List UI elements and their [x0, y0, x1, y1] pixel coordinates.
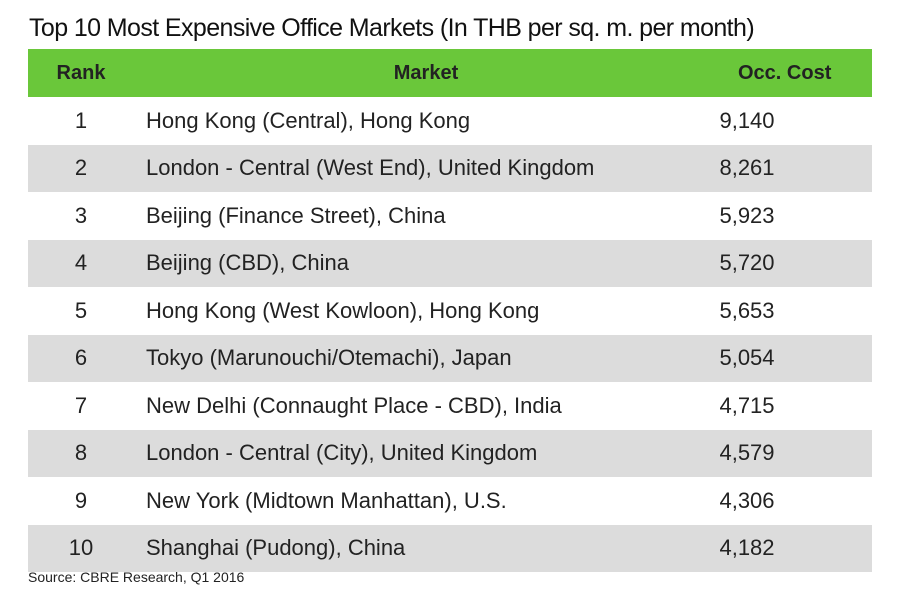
cell-market: London - Central (City), United Kingdom	[146, 440, 538, 466]
table-row: 3 Beijing (Finance Street), China 5,923	[28, 192, 872, 240]
cell-market: Beijing (CBD), China	[146, 250, 349, 276]
cell-cost: 8,261	[719, 155, 775, 181]
table-row: 1 Hong Kong (Central), Hong Kong 9,140	[28, 97, 872, 145]
cell-market: Shanghai (Pudong), China	[146, 535, 406, 561]
cell-rank: 9	[74, 487, 88, 513]
cell-market: Hong Kong (West Kowloon), Hong Kong	[146, 297, 540, 323]
cell-rank: 8	[74, 440, 88, 466]
table-row: 4 Beijing (CBD), China 5,720	[28, 239, 872, 287]
cell-cost: 4,306	[719, 487, 775, 513]
cell-market: London - Central (West End), United King…	[146, 155, 595, 181]
table-row: 5 Hong Kong (West Kowloon), Hong Kong 5,…	[28, 287, 872, 335]
header-cost: Occ. Cost	[738, 61, 832, 84]
office-markets-table: Rank Market Occ. Cost 1 Hong Kong (Centr…	[28, 49, 872, 572]
cell-rank: 7	[74, 392, 88, 418]
cell-market: Tokyo (Marunouchi/Otemachi), Japan	[146, 345, 512, 371]
table-row: 2 London - Central (West End), United Ki…	[28, 144, 872, 192]
cell-rank: 2	[74, 155, 88, 181]
cell-market: Hong Kong (Central), Hong Kong	[146, 107, 471, 133]
cell-rank: 4	[74, 250, 88, 276]
cell-market: Beijing (Finance Street), China	[146, 202, 446, 228]
table-row: 9 New York (Midtown Manhattan), U.S. 4,3…	[28, 477, 872, 525]
header-market: Market	[393, 61, 459, 84]
cell-rank: 3	[74, 202, 88, 228]
cell-market: New Delhi (Connaught Place - CBD), India	[146, 392, 562, 418]
table-row: 10 Shanghai (Pudong), China 4,182	[28, 524, 872, 572]
cell-rank: 1	[74, 107, 88, 133]
table-header: Rank Market Occ. Cost	[28, 49, 872, 97]
header-rank: Rank	[56, 61, 106, 84]
table-title: Top 10 Most Expensive Office Markets (In…	[29, 14, 755, 42]
cell-cost: 5,923	[719, 202, 775, 228]
cell-cost: 5,054	[719, 345, 775, 371]
cell-cost: 9,140	[719, 107, 775, 133]
cell-cost: 5,653	[719, 297, 775, 323]
source-note: Source: CBRE Research, Q1 2016	[28, 569, 245, 585]
table-row: 6 Tokyo (Marunouchi/Otemachi), Japan 5,0…	[28, 334, 872, 382]
table-row: 7 New Delhi (Connaught Place - CBD), Ind…	[28, 382, 872, 430]
cell-rank: 5	[74, 297, 88, 323]
table-row: 8 London - Central (City), United Kingdo…	[28, 429, 872, 477]
cell-cost: 4,182	[719, 535, 775, 561]
cell-cost: 4,579	[719, 440, 775, 466]
cell-cost: 5,720	[719, 250, 775, 276]
cell-cost: 4,715	[719, 392, 775, 418]
cell-rank: 10	[68, 535, 94, 561]
cell-rank: 6	[74, 345, 88, 371]
cell-market: New York (Midtown Manhattan), U.S.	[146, 487, 507, 513]
